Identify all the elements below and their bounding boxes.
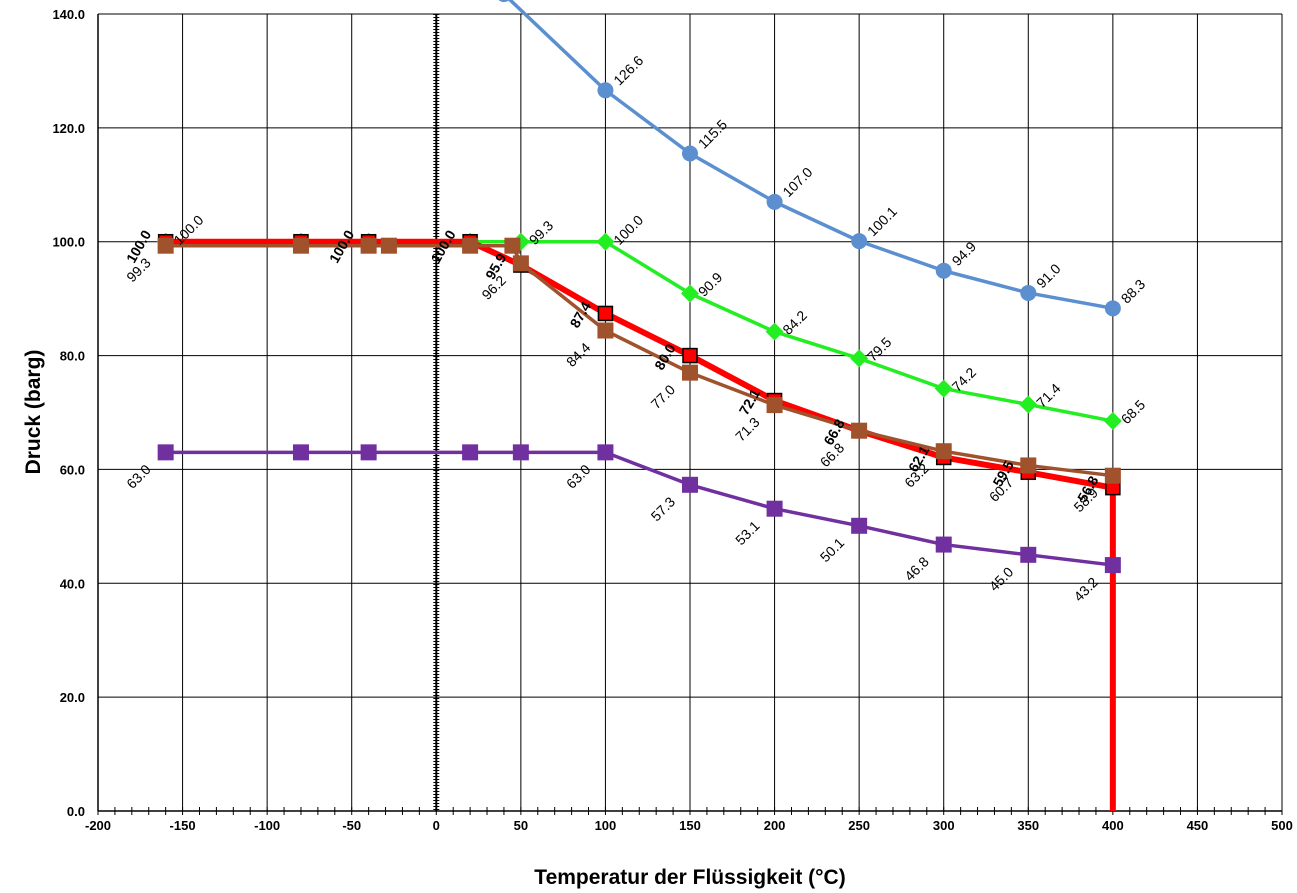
series-2-point	[682, 347, 698, 364]
series-4-point	[935, 536, 952, 553]
series-4-point	[512, 444, 529, 461]
x-tick-label: 450	[1187, 818, 1209, 833]
series-1-point	[765, 322, 784, 341]
series-4-point	[462, 444, 479, 461]
series-3-point	[360, 237, 377, 254]
series-1-point	[681, 284, 699, 303]
x-tick-label: 250	[848, 818, 870, 833]
x-tick-label: 200	[764, 818, 786, 833]
y-tick-label: 80.0	[60, 349, 85, 364]
x-tick-label: 500	[1271, 818, 1293, 833]
x-tick-label: 350	[1017, 818, 1039, 833]
series-0-point	[1020, 284, 1037, 301]
series-4-point	[851, 517, 868, 534]
series-2-point	[597, 305, 614, 322]
x-tick-label: -150	[170, 818, 196, 833]
series-0-point	[851, 233, 868, 250]
series-4-point	[766, 500, 783, 517]
series-1-point	[850, 349, 869, 368]
x-tick-label: -50	[342, 818, 361, 833]
series-0-point	[597, 82, 614, 99]
series-0-point	[935, 262, 952, 279]
series-3-point	[380, 237, 397, 254]
y-tick-label: 120.0	[52, 121, 85, 136]
series-1-point	[596, 232, 615, 251]
series-1-point	[934, 379, 953, 398]
series-4-point	[157, 444, 174, 461]
series-4-point	[1020, 546, 1037, 563]
series-3-point	[766, 397, 783, 414]
series-4-point	[682, 476, 698, 493]
x-tick-label: 50	[514, 818, 528, 833]
series-0-point	[498, 0, 510, 3]
x-tick-label: 100	[595, 818, 617, 833]
x-tick-label: 0	[433, 818, 440, 833]
data-series	[156, 0, 1122, 811]
y-tick-label: 100.0	[52, 235, 85, 250]
series-1-point	[1103, 412, 1122, 431]
axes: -200 -150 -100 -50 0 50 100 150 200 250 300 350 400 4…	[52, 7, 1292, 833]
series-3-point	[1020, 457, 1037, 474]
gridlines	[97, 13, 1283, 812]
y-tick-label: 60.0	[60, 462, 85, 477]
y-axis-title: Druck (barg)	[22, 350, 45, 475]
series-3-point	[292, 237, 309, 254]
series-0-point	[682, 145, 698, 162]
series-3-point	[462, 237, 479, 254]
series-4-point	[292, 444, 309, 461]
series-3-point	[682, 364, 698, 381]
series-3-point	[512, 255, 529, 272]
y-tick-label: 40.0	[60, 576, 85, 591]
y-tick-label: 0.0	[67, 804, 85, 819]
series-3-point	[851, 422, 868, 439]
series-3-point	[157, 237, 174, 254]
series-4-point	[360, 444, 377, 461]
x-tick-label: 400	[1102, 818, 1124, 833]
series-4-point	[597, 444, 614, 461]
series-0-point	[1104, 300, 1121, 317]
series-line-0	[507, 0, 1114, 311]
x-tick-label: -200	[85, 818, 111, 833]
series-4-point	[1104, 557, 1121, 574]
series-3-point	[935, 443, 952, 460]
x-axis-title: Temperatur der Flüssigkeit (°C)	[534, 866, 845, 889]
series-3-point	[1104, 467, 1121, 484]
y-tick-label: 140.0	[52, 7, 85, 22]
x-tick-label: 300	[933, 818, 955, 833]
series-3-point	[597, 322, 614, 339]
series-1-point	[1019, 395, 1038, 414]
y-tick-label: 20.0	[60, 690, 85, 705]
series-1-point	[511, 232, 530, 251]
series-line-4	[165, 450, 1114, 567]
x-tick-label: 150	[679, 818, 701, 833]
series-3-point	[504, 237, 521, 254]
x-tick-label: -100	[254, 818, 280, 833]
series-0-point	[766, 193, 783, 210]
